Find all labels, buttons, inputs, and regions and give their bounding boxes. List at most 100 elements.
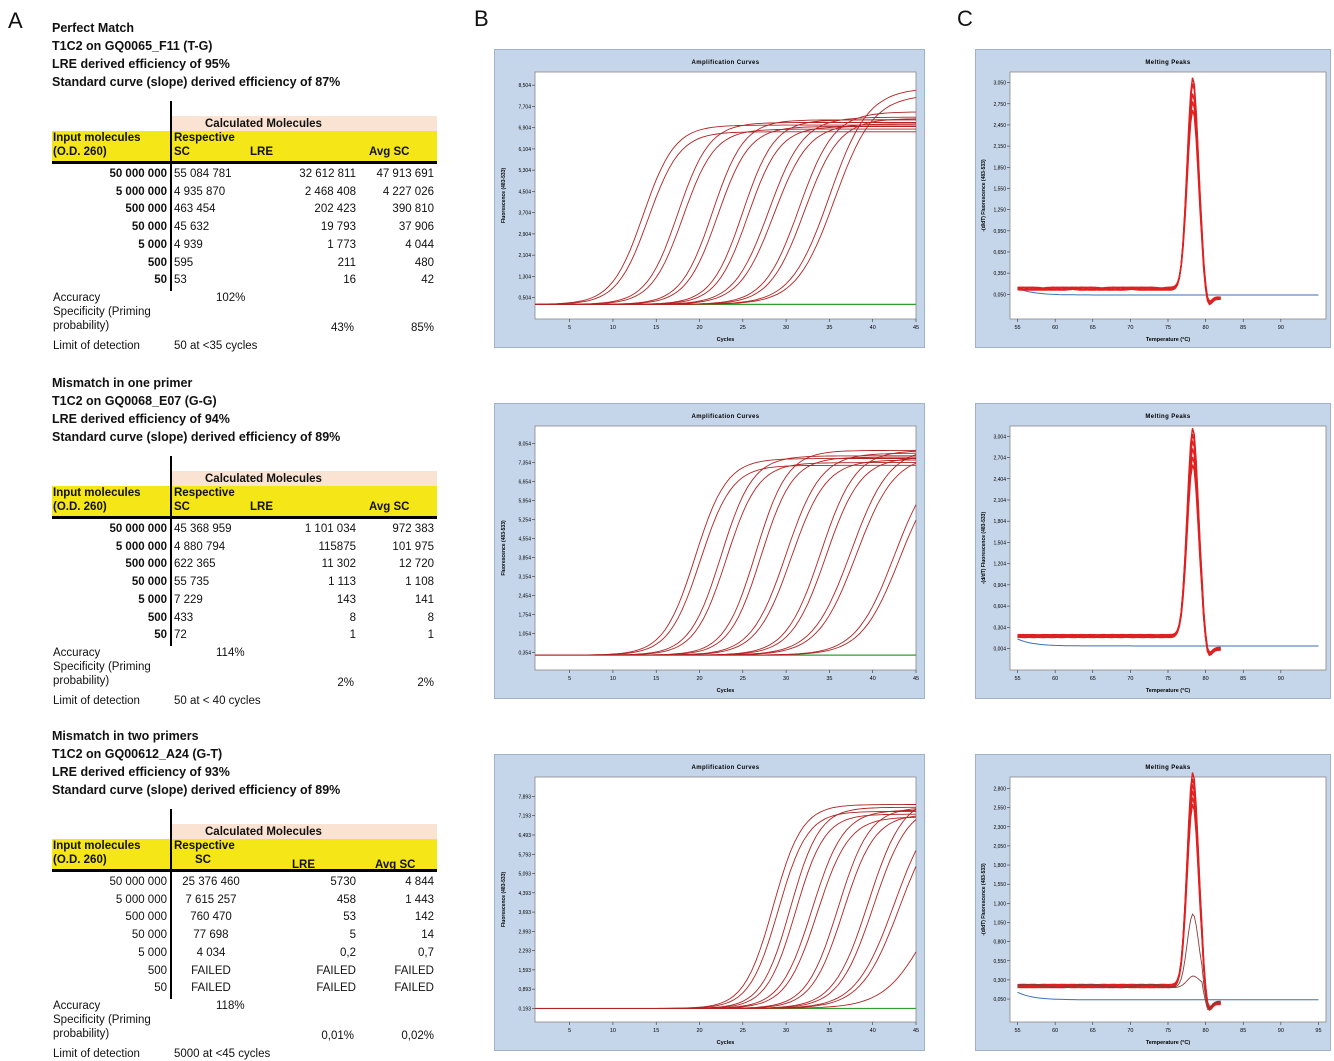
- sc-cell: 45 632: [174, 221, 210, 234]
- sc-cell: 4 939: [174, 238, 203, 251]
- input-molecules-cell: 50: [154, 274, 167, 287]
- x-tick-label: 90: [1278, 325, 1284, 331]
- avg-sc-cell: 37 906: [398, 221, 434, 234]
- y-tick-label: 1,204: [993, 562, 1006, 568]
- accuracy-value: 114%: [216, 647, 245, 659]
- melting-peak-curve: [1017, 109, 1221, 305]
- specificity-label: Specificity (Priming: [53, 661, 151, 673]
- chart-title: Amplification Curves: [691, 414, 759, 420]
- x-tick-label: 75: [1165, 676, 1171, 682]
- y-tick-label: 3,704: [518, 211, 531, 217]
- lre-cell: 458: [336, 893, 356, 906]
- avg-sc-cell: 1 108: [405, 576, 434, 589]
- y-tick-label: 3,050: [993, 81, 1006, 87]
- lre-column-header: LRE: [250, 501, 273, 513]
- input-molecules-cell: 500: [147, 256, 167, 269]
- x-tick-label: 55: [1014, 676, 1020, 682]
- melting-peak-curve: [1017, 975, 1221, 1011]
- y-tick-label: 1,850: [993, 165, 1006, 171]
- table-divider: [170, 456, 172, 646]
- x-axis-label: Cycles: [717, 337, 735, 343]
- section-heading: LRE derived efficiency of 95%: [52, 57, 230, 71]
- x-tick-label: 5: [568, 1028, 571, 1034]
- y-tick-label: 8,054: [518, 442, 531, 448]
- y-tick-label: 0,354: [518, 650, 531, 656]
- y-tick-label: 1,800: [993, 863, 1006, 869]
- accuracy-value: 118%: [216, 1000, 245, 1012]
- specificity-label: Specificity (Priming: [53, 1014, 151, 1026]
- calc-molecules-header: Calculated Molecules: [205, 826, 322, 838]
- avg-sc-cell: 1: [427, 629, 434, 642]
- y-tick-label: 7,704: [518, 104, 531, 110]
- y-tick-label: 6,493: [518, 833, 531, 839]
- panel-label-c: C: [957, 6, 973, 31]
- avg-sc-cell: 8: [427, 611, 434, 624]
- x-axis-label: Cycles: [717, 688, 735, 694]
- lre-cell: 16: [343, 274, 356, 287]
- melting-peak-curve: [1017, 803, 1221, 1010]
- table-divider: [170, 101, 172, 291]
- y-tick-label: 2,454: [518, 593, 531, 599]
- avg-sc-cell: 1 443: [405, 893, 434, 906]
- melt-baseline: [1017, 638, 1319, 647]
- sc-cell: 45 368 959: [174, 523, 232, 535]
- input-molecules-cell: 50 000: [131, 576, 167, 589]
- y-tick-label: 2,450: [993, 123, 1006, 129]
- x-tick-label: 15: [653, 325, 659, 331]
- y-tick-label: 7,893: [518, 794, 531, 800]
- y-tick-label: 0,550: [993, 959, 1006, 965]
- sc-cell: 760 470: [190, 911, 232, 924]
- table-rule: [52, 516, 437, 519]
- sc-cell: FAILED: [191, 982, 231, 995]
- x-tick-label: 45: [913, 325, 919, 331]
- y-tick-label: 0,650: [993, 250, 1006, 256]
- plot-area: [534, 776, 917, 1023]
- plot-area: [1009, 425, 1327, 671]
- y-tick-label: 2,104: [993, 498, 1006, 504]
- x-tick-label: 15: [653, 676, 659, 682]
- y-tick-label: 0,893: [518, 987, 531, 993]
- x-tick-label: 20: [696, 1028, 702, 1034]
- avg-sc-cell: 12 720: [398, 558, 434, 571]
- section-heading: T1C2 on GQ0065_F11 (T-G): [52, 39, 213, 53]
- input-molecules-cell: 50: [154, 629, 167, 642]
- plot-area: [1009, 71, 1327, 320]
- y-tick-label: 1,250: [993, 208, 1006, 214]
- x-tick-label: 10: [610, 676, 616, 682]
- avg-sc-column-header: Avg SC: [369, 501, 410, 513]
- x-tick-label: 80: [1203, 325, 1209, 331]
- y-tick-label: 4,393: [518, 891, 531, 897]
- input-molecules-cell: 50 000 000: [109, 876, 167, 888]
- lre-column-header: LRE: [292, 859, 315, 871]
- respective-header: Respective: [174, 840, 235, 852]
- panel-label-a: A: [8, 8, 23, 33]
- x-tick-label: 25: [740, 1028, 746, 1034]
- x-axis-label: Temperature (°C): [1146, 1040, 1190, 1046]
- sc-cell: 4 935 870: [174, 185, 226, 198]
- limit-of-detection-label: Limit of detection: [53, 1048, 140, 1060]
- x-tick-label: 75: [1165, 1028, 1171, 1034]
- y-tick-label: 3,693: [518, 910, 531, 916]
- lre-cell: 8: [349, 611, 356, 624]
- lre-cell: 115875: [318, 540, 356, 553]
- chart-title: Amplification Curves: [691, 765, 759, 771]
- y-tick-label: 2,300: [993, 825, 1006, 831]
- avg-sc-cell: 972 383: [392, 523, 434, 535]
- sc-cell: 77 698: [193, 929, 229, 942]
- x-tick-label: 65: [1090, 325, 1096, 331]
- avg-sc-cell: 390 810: [392, 203, 434, 216]
- input-molecules-cell: 50 000: [131, 929, 167, 942]
- x-tick-label: 90: [1278, 1028, 1284, 1034]
- sc-cell: 595: [174, 256, 194, 269]
- input-molecules-cell: 5 000 000: [115, 540, 167, 553]
- sc-cell: 4 034: [196, 946, 226, 959]
- sc-column-header: SC: [174, 146, 190, 158]
- y-tick-label: 3,154: [518, 574, 531, 580]
- input-molecules-cell: 5 000: [138, 238, 167, 251]
- lre-cell: 32 612 811: [299, 168, 356, 180]
- input-molecules-cell: 50 000 000: [109, 168, 167, 180]
- limit-of-detection-value: 5000 at <45 cycles: [174, 1048, 271, 1060]
- chart-title: Melting Peaks: [1145, 765, 1190, 771]
- x-tick-label: 25: [740, 676, 746, 682]
- avg-sc-cell: 47 913 691: [376, 168, 434, 180]
